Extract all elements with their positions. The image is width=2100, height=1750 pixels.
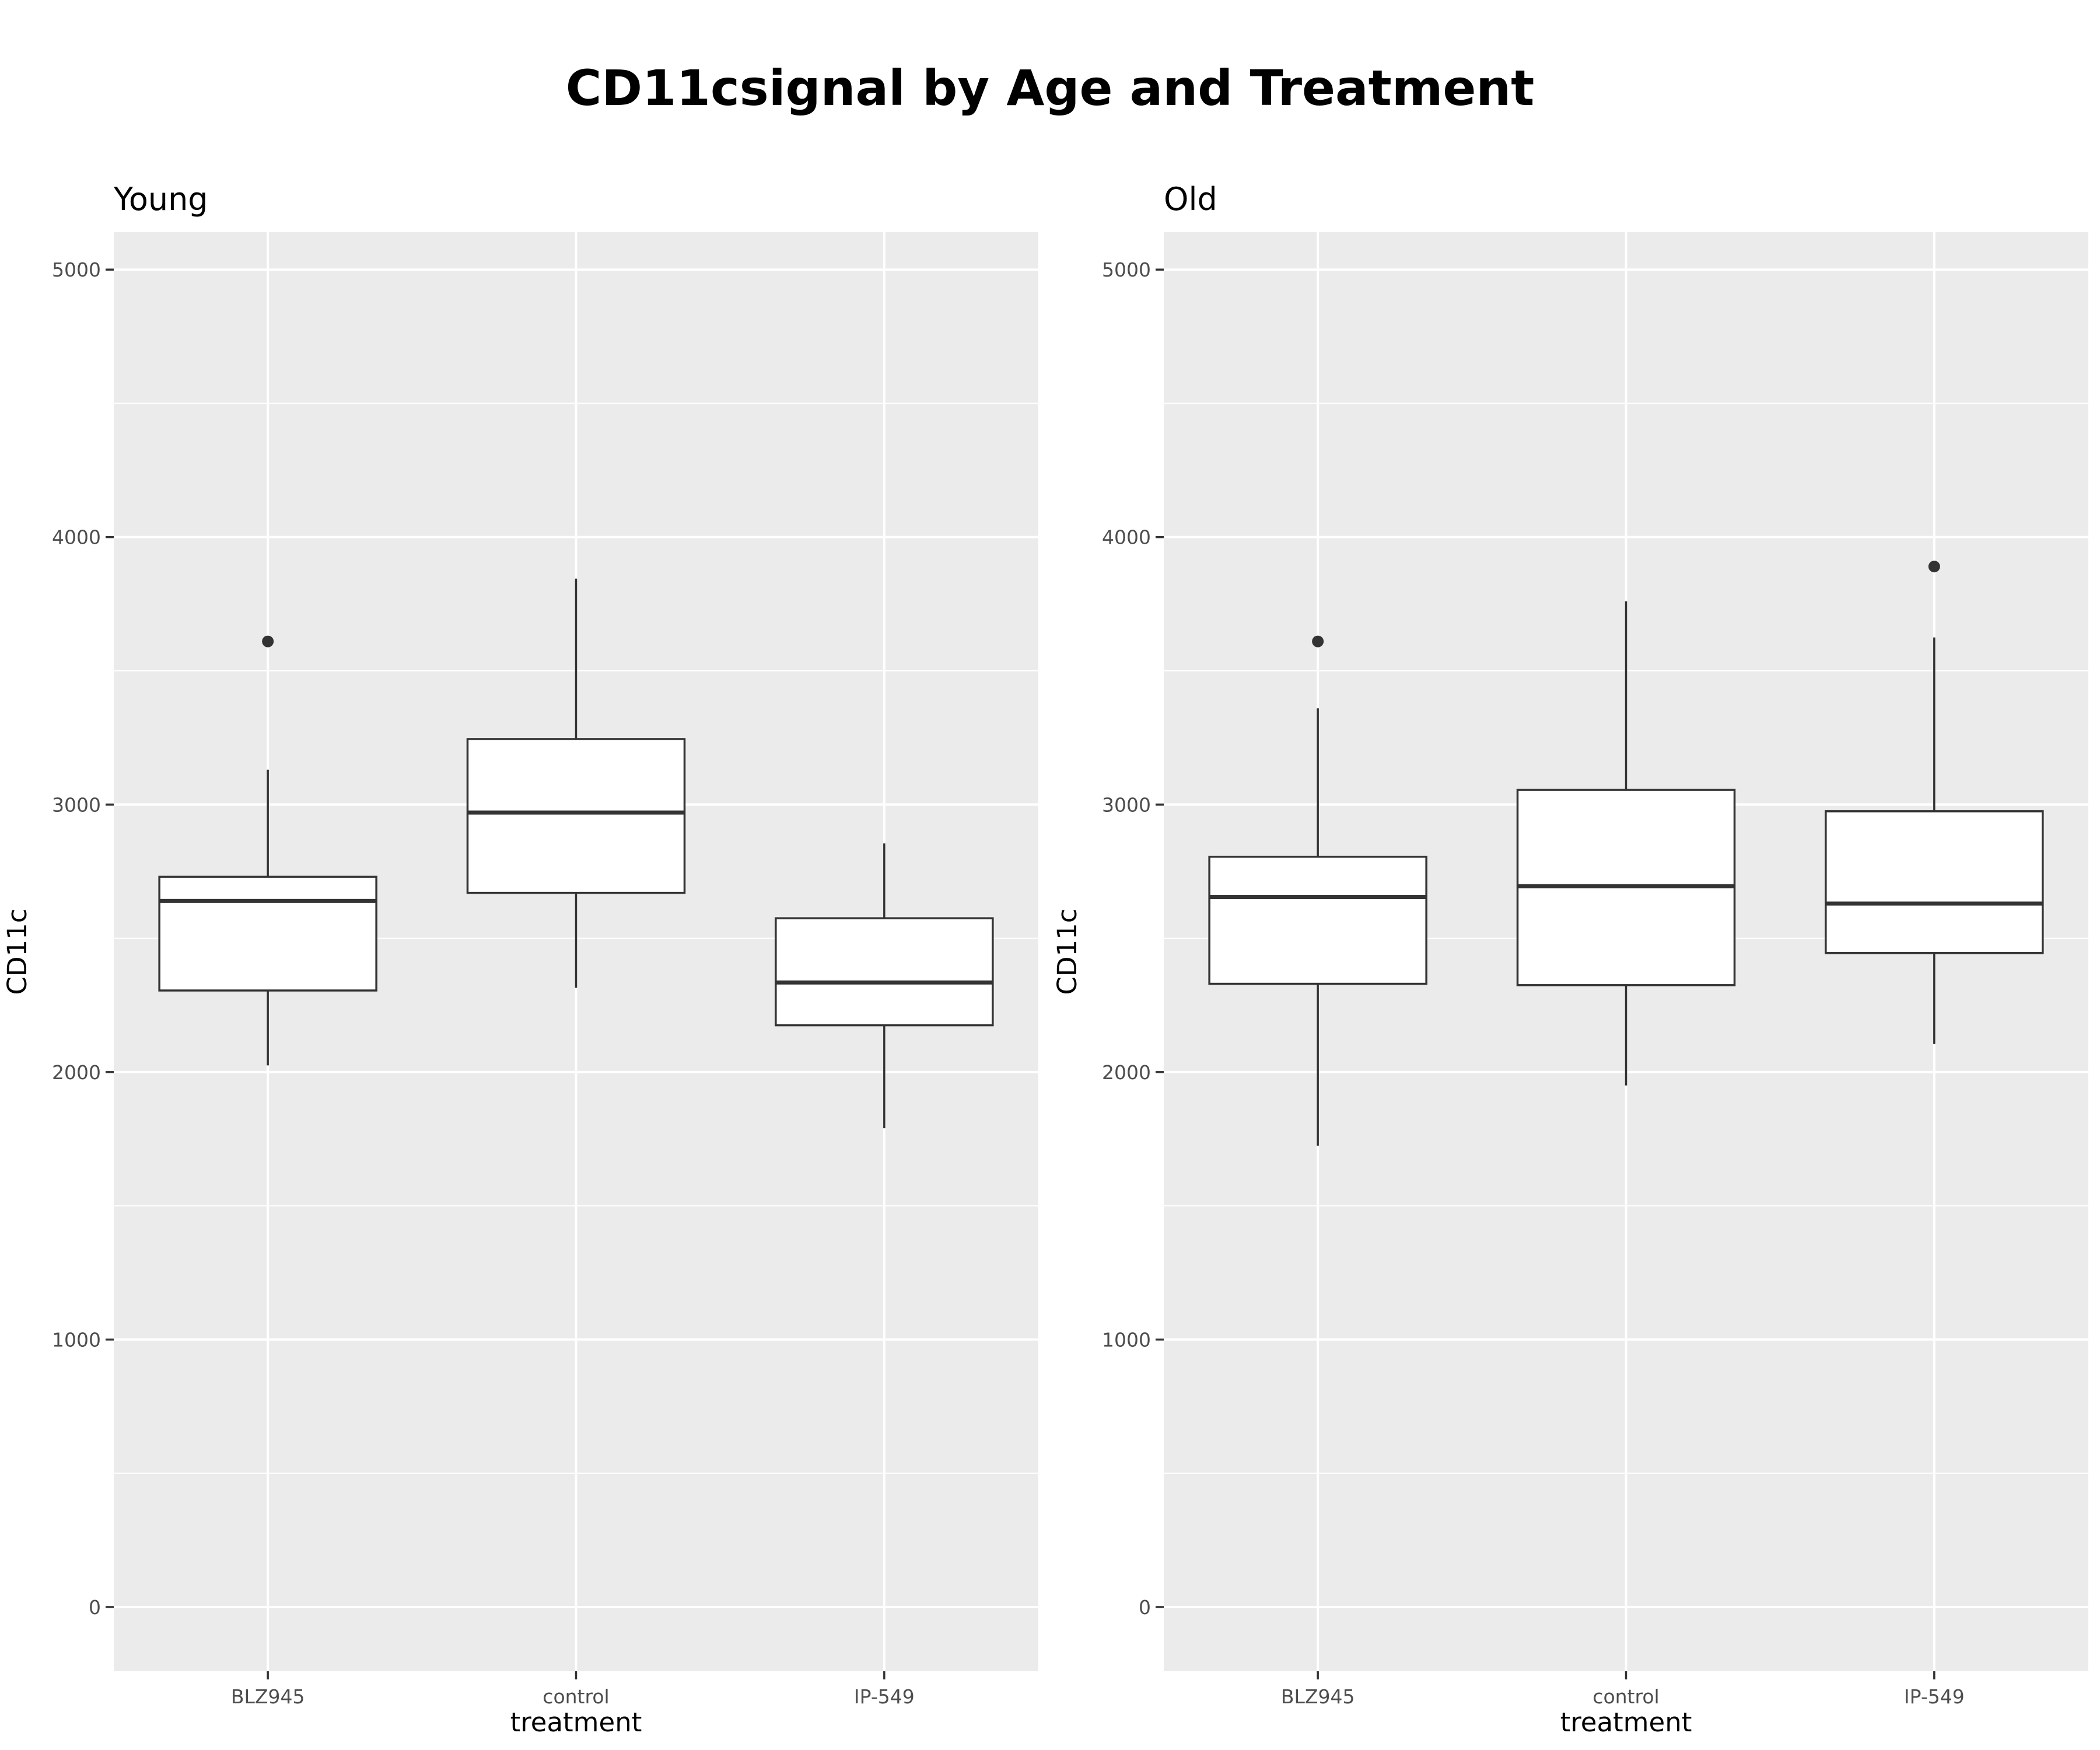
panel-title: Young xyxy=(113,181,208,218)
box-BLZ945 xyxy=(1208,635,1427,1146)
outlier-point xyxy=(262,635,274,648)
y-axis-title: CD11c xyxy=(1052,908,1083,995)
box-BLZ945 xyxy=(158,635,377,1066)
y-tick-label: 4000 xyxy=(1102,526,1151,549)
box-body xyxy=(775,917,994,1027)
x-tick-label: control xyxy=(1592,1685,1659,1708)
x-tick-label: BLZ945 xyxy=(231,1685,305,1708)
panel-1: 0 1000 2000 3000 4000 5000 BLZ945 control IP-549… xyxy=(1052,181,2088,1738)
x-tick-label: control xyxy=(542,1685,609,1708)
outlier-point xyxy=(1928,561,1940,573)
panel-0: 0 1000 2000 3000 4000 5000 BLZ945 control IP-549… xyxy=(2,181,1038,1738)
y-tick-label: 3000 xyxy=(1102,793,1151,816)
y-tick-label: 2000 xyxy=(1102,1061,1151,1084)
y-axis-title: CD11c xyxy=(2,908,33,995)
box-body xyxy=(1825,810,2044,954)
chart-title: CD11csignal by Age and Treatment xyxy=(566,60,1535,117)
x-tick-label: IP-549 xyxy=(1904,1685,1965,1708)
box-control xyxy=(1516,601,1736,1086)
y-tick-label: 2000 xyxy=(52,1061,101,1084)
outlier-point xyxy=(1312,635,1324,648)
y-tick-label: 3000 xyxy=(52,793,101,816)
y-tick-label: 4000 xyxy=(52,526,101,549)
x-axis-title: treatment xyxy=(510,1707,642,1738)
y-tick-label: 1000 xyxy=(1102,1328,1151,1351)
y-tick-label: 5000 xyxy=(52,258,101,281)
x-axis-title: treatment xyxy=(1560,1707,1692,1738)
y-tick-label: 0 xyxy=(89,1596,101,1619)
y-tick-label: 5000 xyxy=(1102,258,1151,281)
box-control xyxy=(466,578,686,988)
box-body xyxy=(1208,855,1427,985)
x-tick-label: BLZ945 xyxy=(1281,1685,1355,1708)
x-tick-label: IP-549 xyxy=(854,1685,915,1708)
box-IP-549 xyxy=(1825,561,2044,1044)
panel-title: Old xyxy=(1164,181,1217,218)
y-tick-label: 1000 xyxy=(52,1328,101,1351)
box-body xyxy=(466,738,686,894)
box-body xyxy=(158,876,377,992)
y-tick-label: 0 xyxy=(1139,1596,1151,1619)
box-IP-549 xyxy=(775,843,994,1129)
